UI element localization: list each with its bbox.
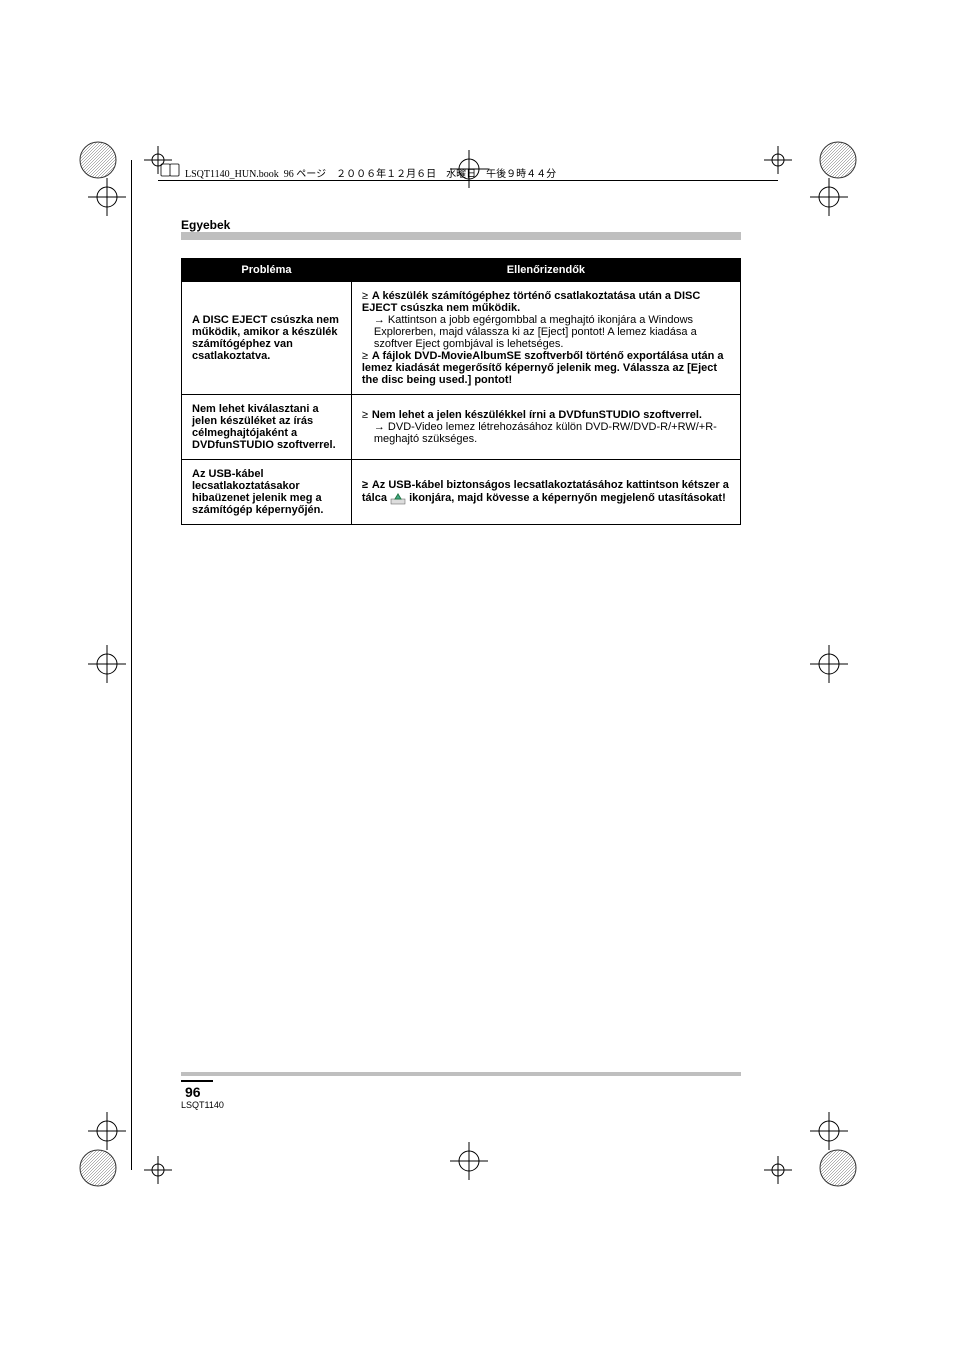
r0b1a: A készülék számítógéphez történő csatlak… xyxy=(362,290,700,314)
regmark-top-right xyxy=(818,140,858,180)
r1arrow: → DVD-Video lemez létrehozásához külön D… xyxy=(362,421,730,445)
r1b1: Nem lehet a jelen készülékkel írni a DVD… xyxy=(372,409,702,421)
regmark-top-left xyxy=(78,140,118,180)
filename-text: LSQT1140_HUN.book xyxy=(185,169,279,180)
cropmark-br xyxy=(764,1156,792,1184)
crosshair-bottom-center xyxy=(450,1142,488,1180)
header-divider xyxy=(158,180,778,181)
problem-cell-2: Nem lehet kiválasztani a jelen készüléke… xyxy=(182,395,352,460)
crosshair-right-bottom xyxy=(810,1112,848,1150)
crosshair-left-bottom xyxy=(88,1112,126,1150)
check-cell-1: ≥A készülék számítógéphez történő csatla… xyxy=(351,282,740,395)
problem-cell-1: A DISC EJECT csúszka nem működik, amikor… xyxy=(182,282,352,395)
section-title: Egyebek xyxy=(181,218,230,232)
book-icon xyxy=(160,162,180,178)
table-row: Az USB-kábel lecsatlakoztatásakor hibaüz… xyxy=(182,460,741,525)
section-underline xyxy=(181,232,741,240)
r2post: ikonjára, majd kövesse a képernyőn megje… xyxy=(409,492,726,504)
pageinfo-text: 96 ページ ２００６年１２月６日 水曜日 午後９時４４分 xyxy=(284,169,556,180)
crosshair-right-mid xyxy=(810,645,848,683)
crosshair-left-top xyxy=(88,178,126,216)
check-cell-3: ≥Az USB-kábel biztonságos lecsatlakoztat… xyxy=(351,460,740,525)
cropmark-bl xyxy=(144,1156,172,1184)
table-row: A DISC EJECT csúszka nem működik, amikor… xyxy=(182,282,741,395)
table-row: Nem lehet kiválasztani a jelen készüléke… xyxy=(182,395,741,460)
tray-icon xyxy=(390,491,406,505)
r0b2: A fájlok DVD-MovieAlbumSE szoftverből tö… xyxy=(362,350,724,386)
page-number: 96 xyxy=(185,1084,201,1100)
th-problem: Probléma xyxy=(182,259,352,282)
footer-gray-bar xyxy=(181,1072,741,1076)
doc-code: LSQT1140 xyxy=(181,1100,224,1110)
r0arrow: → Kattintson a jobb egérgombbal a meghaj… xyxy=(362,314,730,350)
crosshair-right-top xyxy=(810,178,848,216)
th-check: Ellenőrizendők xyxy=(351,259,740,282)
footer-black-bar xyxy=(181,1080,213,1082)
regmark-bottom-left xyxy=(78,1148,118,1188)
cropmark-tr xyxy=(764,146,792,174)
header-filename: LSQT1140_HUN.book 96 ページ ２００６年１２月６日 水曜日 … xyxy=(185,165,556,180)
crosshair-left-mid xyxy=(88,645,126,683)
page-margin-line xyxy=(131,160,132,1170)
problem-cell-3: Az USB-kábel lecsatlakoztatásakor hibaüz… xyxy=(182,460,352,525)
check-cell-2: ≥Nem lehet a jelen készülékkel írni a DV… xyxy=(351,395,740,460)
troubleshooting-table: Probléma Ellenőrizendők A DISC EJECT csú… xyxy=(181,258,741,525)
regmark-bottom-right xyxy=(818,1148,858,1188)
